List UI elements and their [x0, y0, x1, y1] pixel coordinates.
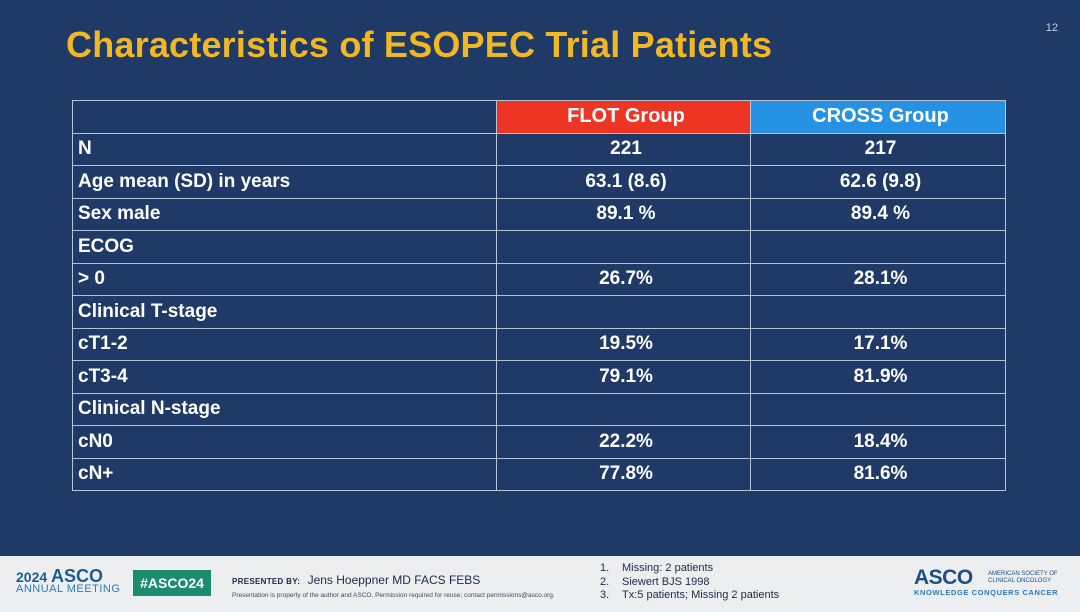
presenter: PRESENTED BY: Jens Hoeppner MD FACS FEBS [232, 573, 480, 587]
characteristics-table: FLOT Group CROSS Group N 221 217 Age mean (… [72, 100, 1006, 491]
table-row: cT1-2 19.5% 17.1% [72, 327, 1006, 361]
row-label: ECOG [72, 230, 497, 264]
row-label: Age mean (SD) in years [72, 165, 497, 199]
slide: 12 Characteristics of ESOPEC Trial Patie… [66, 22, 1058, 491]
cross-value: 18.4% [750, 425, 1006, 459]
disclaimer: Presentation is property of the author a… [232, 592, 555, 599]
table-row: Clinical T-stage [72, 295, 1006, 329]
flot-value: 19.5% [496, 327, 751, 361]
table-row: > 0 26.7% 28.1% [72, 262, 1006, 296]
table-header-row: FLOT Group CROSS Group [72, 100, 1006, 134]
hashtag-badge: #ASCO24 [133, 570, 211, 596]
cross-value: 89.4 % [750, 197, 1006, 231]
asco-logo-tagline: KNOWLEDGE CONQUERS CANCER [914, 588, 1059, 597]
footer: 2024 ASCO ANNUAL MEETING #ASCO24 PRESENT… [0, 556, 1080, 612]
table-body: N 221 217 Age mean (SD) in years 63.1 (8.6) 6… [72, 132, 1006, 491]
slide-title: Characteristics of ESOPEC Trial Patients [66, 24, 773, 65]
table-row: Age mean (SD) in years 63.1 (8.6) 62.6 (9.… [72, 165, 1006, 199]
asco-logo: ASCO AMERICAN SOCIETY OF CLINICAL ONCOLO… [914, 566, 1058, 597]
table-row: cN+ 77.8% 81.6% [72, 457, 1006, 491]
flot-value: 63.1 (8.6) [496, 165, 751, 199]
flot-value: 221 [496, 132, 751, 166]
table-row: Clinical N-stage [72, 392, 1006, 426]
footnote-item: 2. Siewert BJS 1998 [600, 575, 710, 588]
asco-logo-word: ASCO [914, 566, 973, 589]
cross-value: 62.6 (9.8) [750, 165, 1006, 199]
flot-value: 89.1 % [496, 197, 751, 231]
header-cross-group: CROSS Group [750, 100, 1006, 134]
row-label: Clinical N-stage [72, 392, 497, 426]
asco-logo-side: AMERICAN SOCIETY OF CLINICAL ONCOLOGY [988, 571, 1058, 584]
flot-value: 22.2% [496, 425, 751, 459]
presented-by-label: PRESENTED BY: [232, 577, 301, 586]
flot-value [496, 392, 751, 426]
presenter-name: Jens Hoeppner MD FACS FEBS [307, 573, 481, 587]
flot-value: 79.1% [496, 360, 751, 394]
cross-value: 81.6% [750, 457, 1006, 491]
row-label: cN0 [72, 425, 497, 459]
row-label: Sex male [72, 197, 497, 231]
cross-value [750, 295, 1006, 329]
table-row: cN0 22.2% 18.4% [72, 425, 1006, 459]
row-label: cN+ [72, 457, 497, 491]
header-flot-group: FLOT Group [496, 100, 751, 134]
cross-value: 28.1% [750, 262, 1006, 296]
flot-value: 26.7% [496, 262, 751, 296]
flot-value [496, 295, 751, 329]
table-row: N 221 217 [72, 132, 1006, 166]
meeting-year: 2024 [16, 569, 48, 585]
row-label: > 0 [72, 262, 497, 296]
footnotes: 1. Missing: 2 patients 2. Siewert BJS 1998… [600, 562, 779, 603]
footnote-item: 1. Missing: 2 patients [600, 562, 714, 574]
meeting-sub: ANNUAL MEETING [16, 583, 121, 595]
cross-value [750, 230, 1006, 264]
table-row: ECOG [72, 230, 1006, 264]
row-label: cT3-4 [72, 360, 497, 394]
asco-meeting-logo: 2024 ASCO ANNUAL MEETING [16, 567, 121, 595]
cross-value: 217 [750, 132, 1006, 166]
table-row: Sex male 89.1 % 89.4 % [72, 197, 1006, 231]
flot-value: 77.8% [496, 457, 751, 491]
footnote-item: 3. Tx:5 patients; Missing 2 patients [600, 589, 780, 601]
row-label: Clinical T-stage [72, 295, 497, 329]
cross-value: 81.9% [750, 360, 1006, 394]
flot-value [496, 230, 751, 264]
cross-value: 17.1% [750, 327, 1006, 361]
meeting-org: ASCO [51, 566, 104, 586]
cross-value [750, 392, 1006, 426]
row-label: N [72, 132, 497, 166]
table-row: cT3-4 79.1% 81.9% [72, 360, 1006, 394]
slide-number: 12 [1045, 22, 1058, 34]
row-label: cT1-2 [72, 327, 497, 361]
header-blank [72, 100, 497, 134]
